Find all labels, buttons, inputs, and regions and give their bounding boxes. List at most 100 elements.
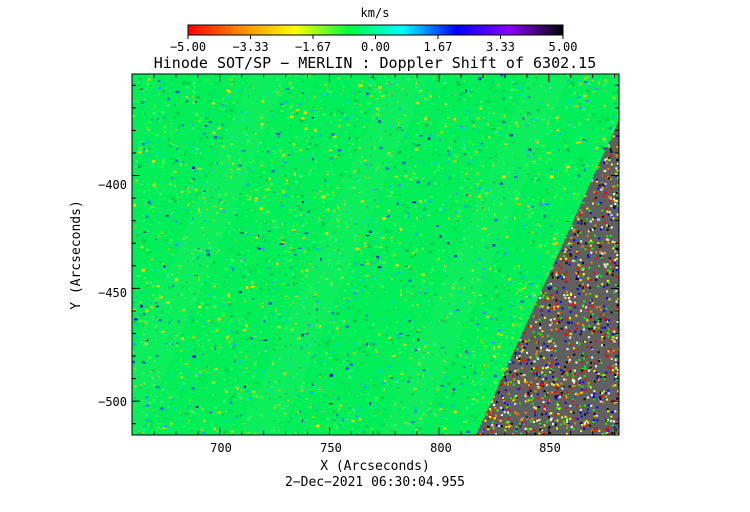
- speckle: [239, 232, 244, 234]
- speckle: [527, 155, 531, 158]
- speckle: [232, 324, 236, 327]
- speckle: [466, 178, 469, 181]
- speckle: [198, 305, 202, 309]
- speckle: [355, 247, 360, 251]
- speckle: [533, 223, 535, 226]
- speckle: [410, 341, 413, 343]
- speckle: [307, 367, 310, 369]
- speckle: [520, 222, 523, 224]
- speckle: [404, 141, 409, 143]
- speckle: [170, 131, 173, 134]
- speckle: [359, 109, 362, 111]
- speckle: [301, 247, 304, 250]
- speckle: [220, 303, 225, 306]
- speckle: [506, 281, 509, 284]
- speckle: [132, 342, 136, 346]
- speckle: [138, 84, 141, 87]
- speckle: [145, 215, 147, 219]
- speckle: [563, 200, 565, 202]
- speckle: [210, 293, 214, 296]
- speckle: [481, 188, 484, 192]
- speckle: [577, 174, 580, 177]
- speckle: [316, 308, 318, 311]
- speckle: [192, 120, 196, 124]
- speckle: [396, 229, 400, 232]
- speckle: [493, 112, 495, 115]
- speckle: [427, 182, 431, 185]
- speckle: [485, 97, 487, 100]
- speckle: [451, 211, 455, 213]
- speckle: [481, 302, 484, 304]
- speckle: [190, 220, 195, 223]
- speckle: [171, 273, 174, 275]
- speckle: [482, 75, 486, 77]
- speckle: [496, 252, 499, 255]
- speckle: [227, 155, 232, 159]
- speckle: [202, 202, 207, 204]
- speckle: [494, 314, 497, 316]
- speckle: [339, 198, 342, 200]
- speckle: [203, 419, 206, 423]
- speckle: [165, 381, 167, 384]
- speckle: [289, 418, 293, 420]
- speckle: [377, 97, 379, 100]
- speckle: [305, 74, 308, 76]
- speckle: [332, 337, 334, 339]
- speckle: [268, 312, 271, 316]
- speckle: [284, 310, 288, 314]
- speckle: [307, 74, 311, 77]
- limb-pixel: [534, 414, 537, 417]
- speckle: [359, 109, 362, 113]
- speckle: [427, 213, 431, 216]
- speckle: [320, 79, 322, 81]
- speckle: [351, 409, 355, 411]
- speckle: [342, 85, 345, 89]
- speckle: [408, 178, 413, 181]
- speckle: [234, 238, 237, 241]
- speckle: [532, 153, 536, 156]
- speckle: [322, 411, 326, 414]
- speckle: [412, 349, 415, 351]
- speckle: [366, 404, 370, 408]
- speckle: [255, 236, 259, 239]
- speckle: [378, 199, 381, 202]
- speckle: [228, 373, 230, 375]
- speckle: [276, 274, 279, 276]
- speckle: [383, 370, 386, 372]
- speckle: [277, 78, 279, 81]
- speckle: [271, 169, 275, 173]
- speckle: [285, 273, 287, 276]
- speckle: [452, 418, 455, 421]
- speckle: [220, 204, 222, 206]
- speckle: [547, 274, 550, 277]
- speckle: [378, 86, 382, 89]
- speckle: [556, 250, 561, 252]
- speckle: [368, 81, 372, 85]
- speckle: [353, 319, 357, 323]
- speckle: [143, 136, 146, 139]
- speckle: [490, 297, 494, 300]
- speckle: [457, 256, 459, 259]
- speckle: [353, 234, 357, 237]
- speckle: [566, 221, 570, 223]
- speckle: [169, 239, 173, 242]
- speckle: [296, 112, 299, 115]
- speckle: [171, 338, 174, 341]
- speckle: [348, 407, 351, 410]
- speckle: [459, 92, 463, 96]
- speckle: [343, 338, 348, 342]
- speckle: [326, 334, 331, 338]
- colorbar-tick-label-2: −1.67: [295, 40, 331, 54]
- speckle: [514, 216, 516, 220]
- speckle: [327, 427, 330, 430]
- speckle: [342, 360, 345, 364]
- speckle: [363, 385, 368, 389]
- limb-pixel: [579, 279, 582, 282]
- speckle: [287, 399, 290, 402]
- speckle: [345, 222, 348, 225]
- speckle: [385, 245, 388, 249]
- speckle: [351, 419, 355, 423]
- speckle: [350, 182, 352, 185]
- speckle: [171, 143, 175, 146]
- speckle: [355, 103, 357, 107]
